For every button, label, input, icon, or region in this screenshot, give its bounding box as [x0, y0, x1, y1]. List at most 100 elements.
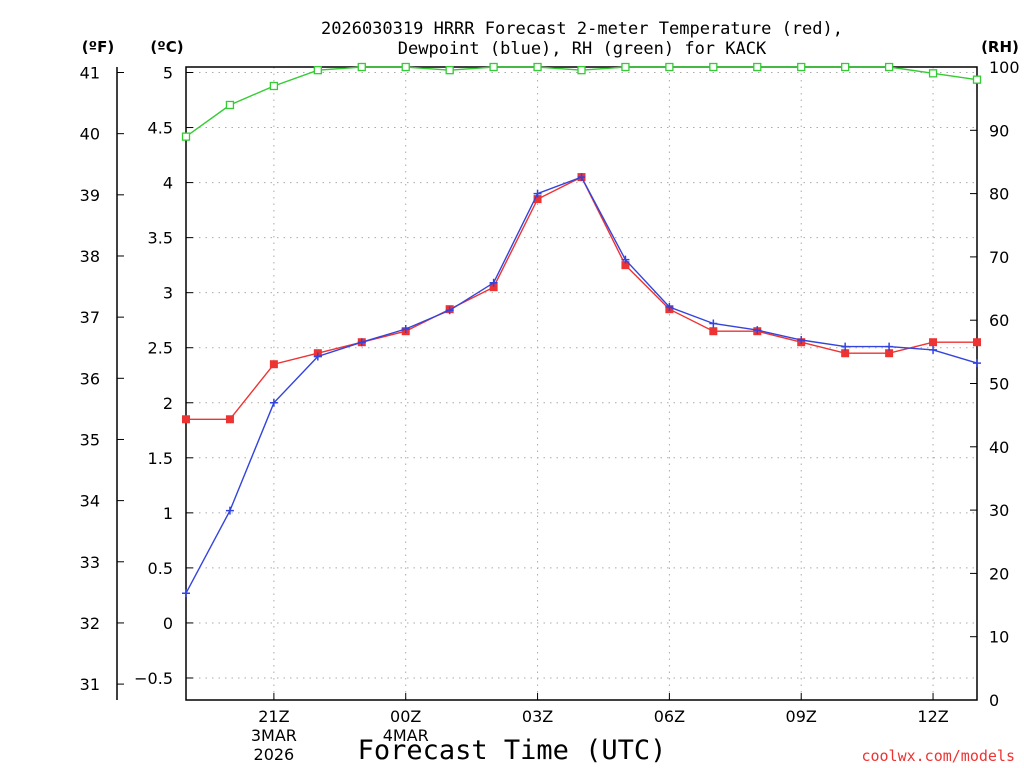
celsius-tick-label: 5 — [163, 64, 173, 83]
rh-point-6 — [445, 66, 454, 75]
fahrenheit-tick-label: 40 — [80, 125, 100, 144]
celsius-tick-label: 3.5 — [148, 229, 173, 248]
dewpoint-point-5 — [401, 325, 410, 334]
celsius-tick-label: 4.5 — [148, 119, 173, 138]
dewpoint-point-8 — [533, 189, 542, 198]
celsius-tick-label: 4 — [163, 174, 173, 193]
dewpoint-point-7 — [489, 278, 498, 287]
fahrenheit-tick-label: 36 — [80, 369, 100, 388]
rh-point-5 — [401, 62, 410, 72]
dewpoint-point-16 — [885, 342, 894, 351]
rh-point-11 — [665, 62, 674, 72]
rh-point-1 — [225, 100, 235, 110]
fahrenheit-tick-label: 34 — [80, 492, 100, 511]
rh-point-13 — [753, 62, 762, 72]
rh-tick-label: 90 — [989, 121, 1009, 140]
dewpoint-point-18 — [973, 359, 981, 368]
dewpoint-point-0 — [182, 589, 190, 598]
celsius-tick-label: 1.5 — [148, 449, 173, 468]
dewpoint-point-1 — [225, 506, 234, 515]
fahrenheit-tick-label: 39 — [80, 186, 100, 205]
rh-tick-label: 10 — [989, 628, 1009, 647]
rh-tick-label: 20 — [989, 564, 1009, 583]
x-tick-label: 03Z — [522, 707, 553, 726]
fahrenheit-tick-label: 37 — [80, 308, 100, 327]
x-tick-label: 3MAR — [251, 726, 297, 745]
rh-point-14 — [797, 62, 806, 72]
rh-point-10 — [621, 62, 630, 72]
rh-tick-label: 80 — [989, 185, 1009, 204]
dewpoint-point-3 — [313, 352, 322, 361]
dewpoint-series — [182, 173, 981, 598]
fahrenheit-tick-label: 31 — [80, 675, 100, 694]
temperature-point-7 — [489, 283, 498, 292]
axes: 3132333435363738394041−0.500.511.522.533… — [80, 58, 1020, 710]
celsius-tick-label: 2.5 — [148, 339, 173, 358]
x-tick-label: 06Z — [654, 707, 685, 726]
temperature-point-0 — [182, 415, 190, 424]
rh-point-16 — [884, 62, 894, 72]
rh-point-2 — [269, 81, 279, 91]
dewpoint-point-9 — [577, 173, 586, 182]
x-tick-label: 21Z — [258, 707, 289, 726]
dewpoint-point-15 — [841, 342, 850, 351]
rh-point-15 — [841, 62, 850, 72]
fahrenheit-tick-label: 35 — [80, 430, 100, 449]
dewpoint-point-17 — [929, 345, 938, 354]
rh-tick-label: 50 — [989, 375, 1009, 394]
temperature-point-8 — [533, 195, 542, 204]
x-tick-label: 00Z — [390, 707, 421, 726]
rh-point-9 — [577, 66, 586, 75]
fahrenheit-tick-label: 38 — [80, 247, 100, 266]
rh-point-18 — [972, 75, 982, 84]
x-tick-label: 12Z — [917, 707, 948, 726]
temperature-point-17 — [929, 338, 938, 347]
dewpoint-point-2 — [269, 398, 278, 407]
dewpoint-point-14 — [797, 336, 806, 345]
rh-series — [181, 62, 982, 141]
x-tick-label: 2026 — [254, 745, 295, 764]
celsius-tick-label: 3 — [163, 284, 173, 303]
temperature-point-1 — [225, 415, 234, 424]
rh-point-17 — [928, 69, 938, 78]
temperature-point-18 — [973, 338, 981, 347]
rh-point-7 — [489, 62, 498, 72]
fahrenheit-tick-label: 33 — [80, 553, 100, 572]
dewpoint-point-6 — [445, 306, 454, 315]
rh-point-0 — [181, 132, 191, 141]
rh-point-3 — [313, 66, 322, 75]
watermark: coolwx.com/models — [861, 747, 1015, 765]
celsius-unit-label: (ºC) — [150, 38, 183, 56]
celsius-tick-label: 1 — [163, 504, 173, 523]
temperature-point-12 — [709, 327, 718, 336]
dewpoint-point-11 — [665, 302, 674, 311]
rh-unit-label: (RH) — [981, 38, 1019, 56]
rh-point-4 — [357, 62, 366, 72]
rh-tick-label: 40 — [989, 438, 1009, 457]
fahrenheit-unit-label: (ºF) — [82, 38, 114, 56]
temperature-point-10 — [621, 261, 630, 270]
temperature-point-15 — [841, 349, 850, 358]
chart-title-line-1: 2026030319 HRRR Forecast 2-meter Tempera… — [321, 19, 843, 39]
fahrenheit-tick-label: 41 — [80, 64, 100, 83]
dewpoint-point-13 — [753, 326, 762, 335]
chart-title-line-2: Dewpoint (blue), RH (green) for KACK — [398, 39, 767, 59]
temperature-point-2 — [269, 360, 278, 369]
x-tick-label: 4MAR — [383, 726, 429, 745]
rh-point-12 — [709, 62, 718, 72]
dewpoint-point-12 — [709, 319, 718, 328]
dewpoint-point-4 — [357, 338, 366, 347]
celsius-tick-label: −0.5 — [134, 669, 173, 688]
fahrenheit-tick-label: 32 — [80, 614, 100, 633]
rh-tick-label: 100 — [989, 58, 1020, 77]
series-layer — [181, 62, 982, 598]
dewpoint-point-10 — [621, 255, 630, 264]
x-axis-label: Forecast Time (UTC) — [358, 735, 667, 766]
rh-tick-label: 0 — [989, 691, 999, 710]
rh-point-8 — [533, 62, 542, 72]
celsius-tick-label: 0.5 — [148, 559, 173, 578]
grid-lines — [186, 67, 977, 700]
